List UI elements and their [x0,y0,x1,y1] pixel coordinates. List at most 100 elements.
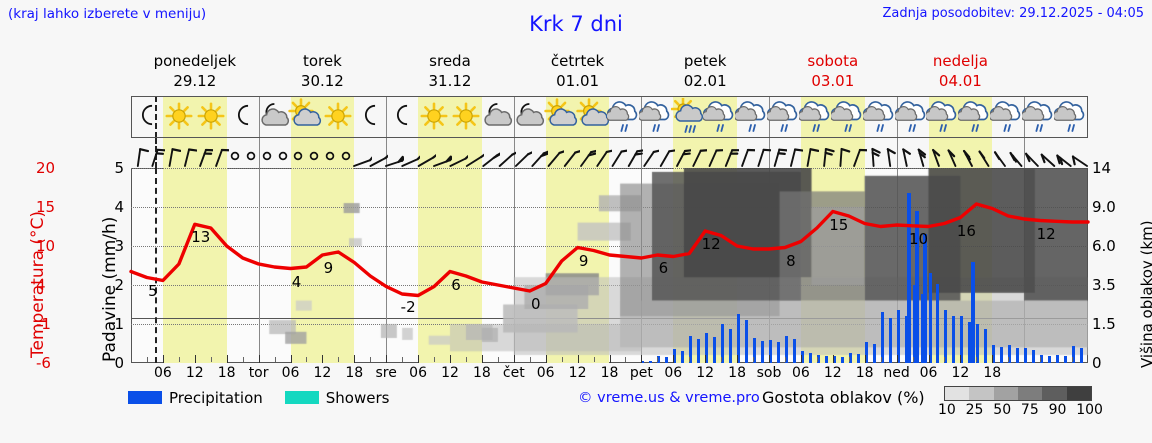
precipitation-axis-title: Padavine (mm/h) [100,216,120,362]
x-axis-tick [609,355,611,363]
sun-cloud-icon [574,96,614,138]
wind-barb [320,138,340,168]
temperature-tick-label: -1 [36,315,51,333]
moon-icon [127,96,167,138]
precipitation-bar [737,314,741,363]
x-axis-tick-label: 06 [409,365,427,381]
x-axis-tick-label: sob [756,365,782,381]
wind-barb [464,138,484,168]
wind-barb [655,138,676,168]
temperature-value-label: 15 [829,215,849,234]
wind-barb [639,138,660,168]
x-axis-tick-label: 06 [919,365,938,381]
precipitation-bar [808,352,812,363]
precipitation-bar [872,344,876,363]
cloud-rain-icon [701,96,741,138]
x-axis-tick-label: 18 [983,365,1002,381]
x-axis-minor-tick [306,357,308,362]
x-axis-tick [577,355,579,363]
precipitation-bar [649,360,653,363]
wind-barb [288,138,308,168]
precipitation-bar [856,354,860,363]
temperature-value-label: 9 [323,259,334,277]
wind-barb [257,138,277,168]
temperature-value-label: 5 [148,281,158,300]
wind-barb [687,138,708,168]
sun-cloud-icon [286,96,326,138]
x-axis-minor-tick [497,357,499,362]
precipitation-bar [1032,350,1036,363]
x-axis-minor-tick [146,357,148,362]
wind-barb [576,138,596,168]
x-axis-minor-tick [529,357,531,362]
wind-barb [1006,138,1026,168]
wind-barb [209,138,229,168]
precipitation-bar [1064,356,1068,363]
cloud-rain-icon [829,96,869,138]
wind-barb [560,138,580,168]
moon-icon [382,96,422,138]
copyright-link[interactable]: © vreme.us & vreme.pro [578,390,760,406]
precipitation-bar [1072,345,1076,363]
cloud-rain-icon [861,96,901,138]
precipitation-bar [923,234,928,363]
temperature-value-label: 16 [956,221,976,240]
x-axis-tick [386,355,388,363]
precipitation-bar [1000,346,1004,363]
x-axis-tick [705,355,707,363]
cloud-rain-icon [956,96,996,138]
cloud-rain-icon [637,96,677,138]
wind-barb [895,138,915,168]
precipitation-bar [907,193,912,363]
precipitation-bar [915,210,920,363]
cloud-rain-icon [797,96,837,138]
x-axis-minor-tick [848,357,850,362]
x-axis-tick-label: 12 [823,365,842,381]
x-axis-minor-tick [178,357,180,362]
day-name: ponedeljek [153,52,237,70]
day-separator [258,138,260,168]
x-axis-minor-tick [944,357,946,362]
cloud-density-step [1066,387,1091,400]
wind-barb [974,138,994,168]
wind-barb [942,138,962,168]
precipitation-bar [1056,355,1060,363]
temperature-tick-label: 4 [36,276,46,294]
x-axis-tick-label: 06 [536,365,555,381]
current-time-marker [154,96,157,138]
x-axis-minor-tick [625,357,627,362]
precipitation-bar [729,328,733,363]
wind-barb [879,138,899,168]
wind-barb [607,138,628,168]
precipitation-bar [1040,354,1044,363]
sun-icon [159,96,199,138]
wind-barb [480,138,500,168]
precipitation-bar [920,294,924,363]
precipitation-bar [776,342,780,363]
precipitation-bar [888,317,892,363]
x-axis-tick [226,355,228,363]
day-date: 30.12 [300,72,344,90]
x-axis-tick-label: 06 [664,365,683,381]
temperature-value-label: -2 [400,298,416,316]
x-axis-tick [864,355,866,363]
wind-barb [304,138,324,168]
x-axis-minor-tick [1072,357,1074,362]
precipitation-bar [657,356,661,363]
precipitation-bar [816,355,820,363]
x-axis-tick-label: 18 [855,365,874,381]
wind-barb-band [131,138,1089,168]
x-axis-minor-tick [976,357,978,362]
precipitation-bar [697,339,701,363]
cloud-density-step [1042,387,1067,400]
cloud-height-tick-label: 9.0 [1092,198,1116,216]
precipitation-bar [880,311,884,363]
wind-barb [368,138,389,168]
temperature-value-label: 0 [530,295,541,313]
cloud-rain-icon [605,96,645,138]
x-axis-minor-tick [1040,357,1042,362]
wind-barb [592,138,612,168]
precipitation-bar [753,338,757,363]
precipitation-bar [713,336,717,363]
day-name: torek [302,52,342,70]
